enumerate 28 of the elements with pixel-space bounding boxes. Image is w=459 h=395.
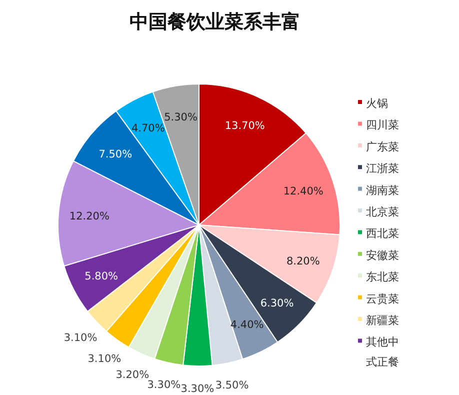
data-label: 3.30% bbox=[147, 379, 181, 392]
data-label: 3.30% bbox=[180, 382, 214, 395]
data-label: 12.20% bbox=[69, 210, 110, 222]
data-label: 5.80% bbox=[84, 270, 118, 283]
legend-label: 其他中式正餐 bbox=[366, 336, 399, 369]
legend-label: 云贵菜 bbox=[366, 292, 399, 306]
data-label: 3.10% bbox=[64, 332, 98, 344]
data-label: 4.70% bbox=[131, 122, 165, 134]
chart-title: 中国餐饮业菜系丰富 bbox=[130, 11, 300, 33]
legend-label: 西北菜 bbox=[366, 227, 399, 240]
data-label: 6.30% bbox=[260, 298, 294, 310]
data-label: 5.30% bbox=[164, 112, 198, 124]
legend-label: 东北菜 bbox=[366, 270, 399, 284]
data-label: 3.20% bbox=[116, 368, 150, 381]
data-label: 3.50% bbox=[215, 380, 249, 392]
data-label: 3.10% bbox=[88, 352, 122, 365]
data-label: 8.20% bbox=[286, 255, 320, 268]
data-label: 13.70% bbox=[224, 120, 265, 132]
legend-label: 北京菜 bbox=[366, 206, 399, 218]
data-label: 12.40% bbox=[283, 185, 324, 198]
legend-label: 湖南菜 bbox=[366, 184, 399, 197]
legend-label: 新疆菜 bbox=[366, 314, 399, 327]
legend-label: 火锅 bbox=[366, 97, 388, 110]
legend-label: 江浙菜 bbox=[366, 162, 399, 176]
legend-label: 四川菜 bbox=[366, 118, 399, 132]
legend-label: 安徽菜 bbox=[366, 248, 399, 262]
legend-label: 广东菜 bbox=[366, 140, 399, 154]
data-label: 7.50% bbox=[98, 148, 132, 161]
